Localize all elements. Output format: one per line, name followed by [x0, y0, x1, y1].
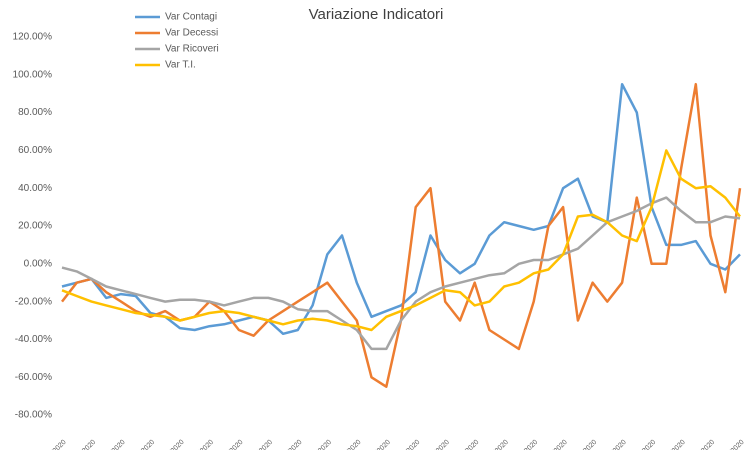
y-tick-label: -60.00%: [15, 372, 52, 383]
legend-label: Var Contagi: [165, 12, 217, 23]
legend-label: Var Ricoveri: [165, 44, 219, 55]
y-tick-label: 100.00%: [13, 69, 53, 80]
y-tick-label: -80.00%: [15, 410, 52, 421]
y-tick-label: 40.00%: [18, 183, 52, 194]
y-tick-label: -40.00%: [15, 334, 52, 345]
y-tick-label: 80.00%: [18, 107, 52, 118]
y-tick-label: 60.00%: [18, 145, 52, 156]
y-tick-label: 20.00%: [18, 221, 52, 232]
legend-label: Var T.I.: [165, 60, 196, 71]
y-tick-label: -20.00%: [15, 296, 52, 307]
y-tick-label: 120.00%: [13, 32, 53, 43]
series-line: [61, 82, 741, 336]
chart-title: Variazione Indicatori: [309, 6, 444, 23]
legend-label: Var Decessi: [165, 28, 218, 39]
y-tick-label: 0.00%: [24, 258, 52, 269]
series-line: [61, 196, 741, 351]
series-line: [61, 149, 741, 332]
